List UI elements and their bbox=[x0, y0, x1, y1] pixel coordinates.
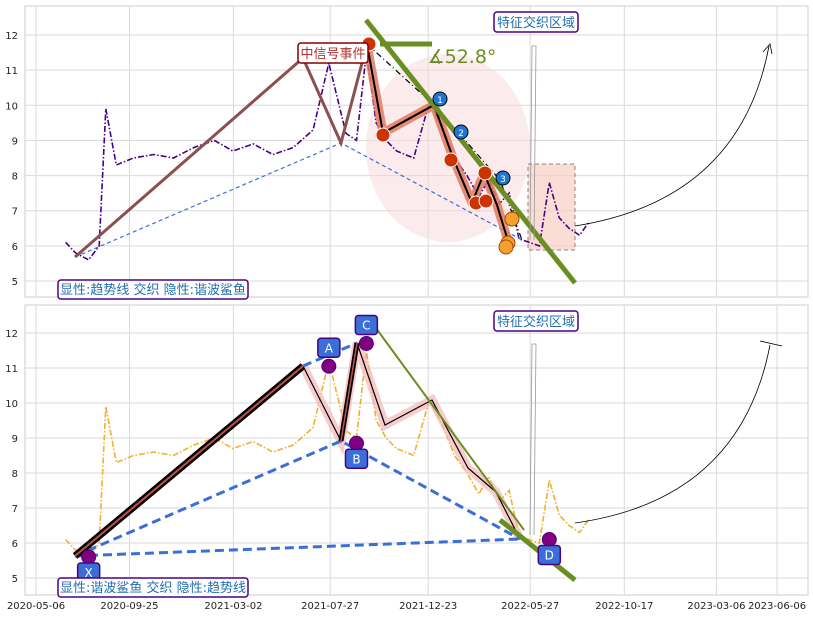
bottom-panel-frame bbox=[24, 304, 809, 596]
blue-marker-2 bbox=[453, 124, 469, 140]
x-tick-label: 2020-09-25 bbox=[100, 601, 158, 612]
x-tick-label: 2022-10-17 bbox=[595, 601, 653, 612]
bottom-bc-leg-inner bbox=[340, 342, 358, 442]
x-tick-label: 2021-07-27 bbox=[301, 601, 359, 612]
y-tick-label: 10 bbox=[5, 399, 18, 410]
y-tick-label: 12 bbox=[5, 31, 18, 42]
y-tick-label: 7 bbox=[12, 504, 18, 515]
bottom-y-ticks: 5 6 7 8 9 10 11 12 bbox=[5, 329, 18, 585]
top-region-label-box bbox=[493, 11, 579, 33]
bottom-green-thin bbox=[369, 319, 525, 531]
y-tick-label: 9 bbox=[12, 136, 18, 147]
top-zigzag-line bbox=[366, 43, 509, 242]
angle-label: ∡52.8° bbox=[428, 46, 497, 68]
bottom-vertical-arrow bbox=[529, 343, 537, 536]
bottom-x-ticks: 2020-05-06 2020-09-25 2021-03-02 2021-07-27… bbox=[7, 601, 806, 612]
y-tick-label: 10 bbox=[5, 101, 18, 112]
bottom-curved-arrow bbox=[574, 344, 771, 524]
event-label-box bbox=[297, 42, 369, 64]
y-tick-label: 8 bbox=[12, 469, 18, 480]
marker-circle bbox=[477, 165, 493, 181]
marker-circle bbox=[375, 127, 391, 143]
marker-circle bbox=[443, 152, 459, 168]
blue-marker-1 bbox=[432, 91, 448, 107]
y-tick-label: 5 bbox=[12, 574, 18, 585]
marker-circle bbox=[478, 193, 494, 209]
y-tick-label: 11 bbox=[5, 66, 18, 77]
bottom-region-label: 特征交织区域 bbox=[497, 314, 575, 330]
top-region-label: 特征交织区域 bbox=[497, 15, 575, 31]
blue-marker-1-label: 1 bbox=[437, 96, 443, 106]
top-brown-thin bbox=[302, 57, 342, 144]
y-tick-label: 5 bbox=[12, 277, 18, 288]
x-tick-label: 2021-03-02 bbox=[204, 601, 262, 612]
y-tick-label: 12 bbox=[5, 329, 18, 340]
pattern-label-a: A bbox=[325, 341, 334, 355]
x-tick-label: 2022-05-27 bbox=[501, 601, 559, 612]
top-caption-box bbox=[57, 279, 249, 300]
pattern-label-c: C bbox=[362, 319, 370, 333]
pattern-label-box-d bbox=[537, 544, 562, 566]
x-tick-label: 2023-06-06 bbox=[748, 601, 806, 612]
pattern-point-d bbox=[541, 532, 557, 547]
blue-marker-3 bbox=[495, 170, 511, 186]
pattern-label-box-a bbox=[317, 337, 341, 358]
top-blue-markers: 1 2 3 bbox=[432, 91, 511, 186]
y-tick-label: 11 bbox=[5, 364, 18, 375]
top-price-series bbox=[65, 52, 591, 261]
bottom-panel: 5 6 7 8 9 10 11 12 2020-05-06 2020-09-25 2021-03-… bbox=[5, 304, 809, 612]
bottom-green-thick bbox=[498, 518, 577, 582]
pattern-label-box-b bbox=[344, 448, 369, 469]
bottom-harmonic-xd bbox=[74, 537, 521, 558]
bottom-harmonic-dashed bbox=[74, 439, 521, 558]
pattern-label-d: D bbox=[545, 549, 554, 563]
pattern-point-x bbox=[81, 549, 97, 565]
top-caption: 显性:趋势线 交织 隐性:谐波鲨鱼 bbox=[60, 282, 246, 298]
bottom-caption-box bbox=[57, 577, 249, 598]
blue-marker-2-label: 2 bbox=[458, 129, 464, 139]
y-tick-label: 7 bbox=[12, 207, 18, 218]
y-tick-label: 9 bbox=[12, 434, 18, 445]
pattern-point-a bbox=[321, 358, 337, 374]
top-curved-arrow bbox=[574, 45, 770, 227]
y-tick-label: 6 bbox=[12, 539, 18, 550]
x-tick-label: 2021-12-23 bbox=[399, 601, 457, 612]
bottom-xa-leg-inner bbox=[74, 365, 304, 557]
top-dashdot-line bbox=[366, 43, 523, 241]
marker-circle bbox=[504, 211, 520, 227]
pattern-point-b bbox=[348, 435, 364, 451]
y-tick-label: 6 bbox=[12, 242, 18, 253]
y-tick-label: 8 bbox=[12, 172, 18, 183]
top-green-trendline bbox=[364, 18, 577, 285]
bottom-region-label-box bbox=[493, 310, 579, 332]
pattern-label-x: X bbox=[85, 566, 93, 580]
bottom-arrow-head bbox=[759, 340, 783, 347]
top-vertical-arrow bbox=[529, 45, 537, 241]
top-arrow-head bbox=[762, 43, 773, 55]
x-tick-label: 2020-05-06 bbox=[7, 601, 65, 612]
bottom-caption: 显性:谐波鲨鱼 交织 隐性:趋势线 bbox=[60, 580, 246, 596]
marker-circle bbox=[498, 239, 514, 255]
pattern-label-box-c bbox=[354, 314, 379, 336]
top-y-ticks: 5 6 7 8 9 10 11 12 bbox=[5, 31, 18, 288]
pattern-label-b: B bbox=[352, 452, 360, 466]
event-label: 中信号事件 bbox=[300, 47, 365, 62]
x-tick-label: 2023-03-06 bbox=[687, 601, 745, 612]
blue-marker-3-label: 3 bbox=[500, 175, 506, 185]
pattern-point-c bbox=[358, 336, 374, 351]
